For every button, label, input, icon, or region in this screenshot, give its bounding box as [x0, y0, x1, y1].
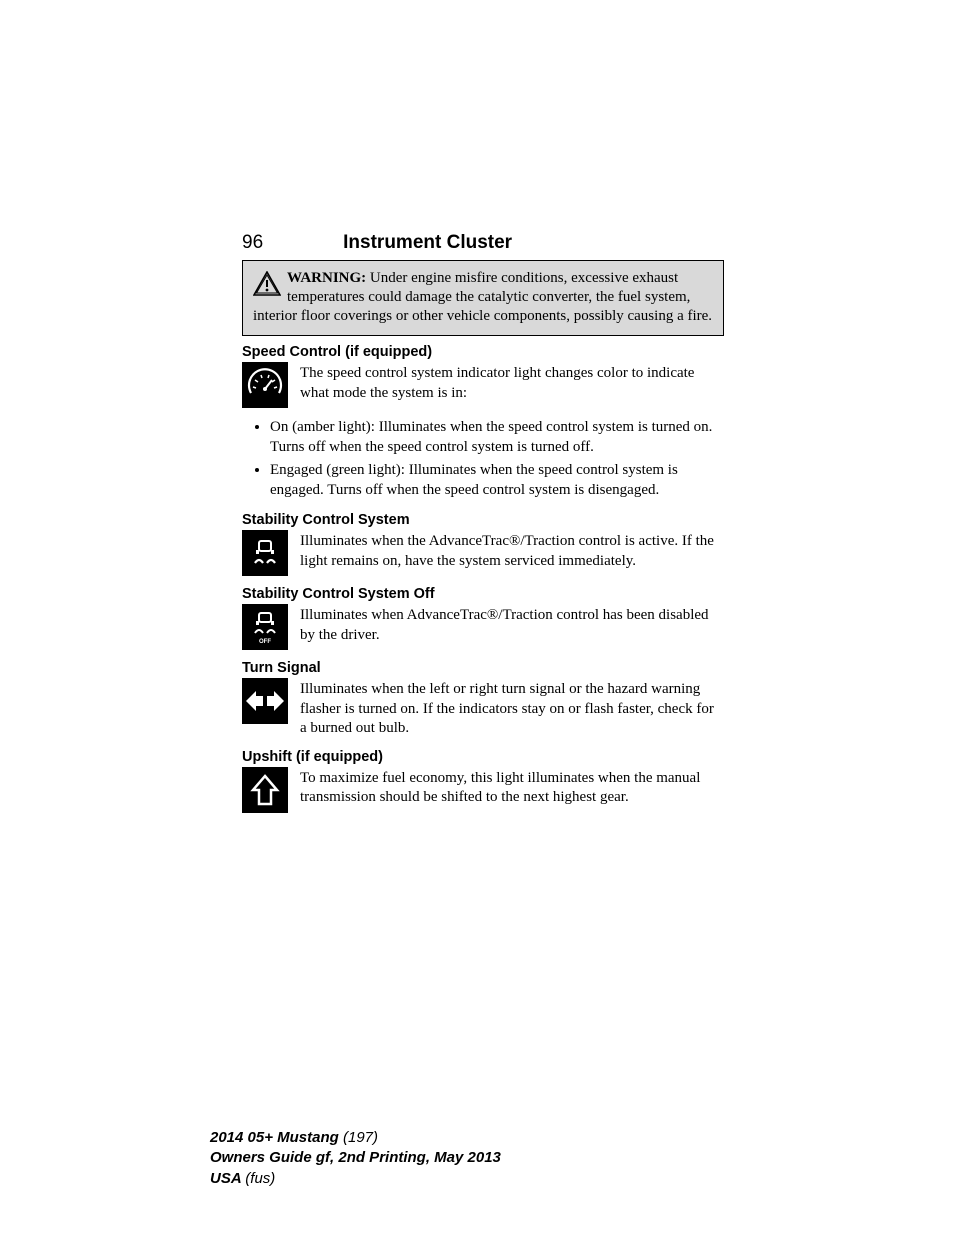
stability-off-block: OFF Illuminates when AdvanceTrac®/Tracti…	[242, 604, 724, 650]
warning-box: WARNING: Under engine misfire conditions…	[242, 260, 724, 336]
page-content: 96 Instrument Cluster WARNING: Under eng…	[0, 0, 954, 813]
speed-control-bullet-engaged: Engaged (green light): Illuminates when …	[270, 461, 724, 500]
speed-control-intro: The speed control system indicator light…	[300, 362, 724, 403]
turn-signal-block: Illuminates when the left or right turn …	[242, 678, 724, 739]
warning-icon	[253, 271, 281, 302]
footer-line1: 2014 05+ Mustang (197)	[210, 1128, 501, 1148]
page-header: 96 Instrument Cluster	[242, 232, 724, 254]
speedometer-icon	[242, 362, 288, 408]
speed-control-block: The speed control system indicator light…	[242, 362, 724, 408]
page-number: 96	[242, 232, 263, 254]
warning-text: WARNING: Under engine misfire conditions…	[253, 270, 712, 324]
footer-line2: Owners Guide gf, 2nd Printing, May 2013	[210, 1148, 501, 1168]
stability-on-block: Illuminates when the AdvanceTrac®/Tracti…	[242, 530, 724, 576]
warning-label: WARNING:	[287, 270, 366, 286]
stability-off-heading: Stability Control System Off	[242, 586, 724, 602]
page-footer: 2014 05+ Mustang (197) Owners Guide gf, …	[210, 1128, 501, 1189]
stability-on-heading: Stability Control System	[242, 512, 724, 528]
upshift-icon	[242, 767, 288, 813]
svg-text:OFF: OFF	[259, 639, 271, 645]
stability-control-off-icon: OFF	[242, 604, 288, 650]
speed-control-bullet-on: On (amber light): Illuminates when the s…	[270, 418, 724, 457]
upshift-text: To maximize fuel economy, this light ill…	[300, 767, 724, 808]
chapter-title: Instrument Cluster	[343, 232, 512, 254]
footer-line3: USA (fus)	[210, 1169, 501, 1189]
upshift-heading: Upshift (if equipped)	[242, 749, 724, 765]
stability-control-icon	[242, 530, 288, 576]
stability-on-text: Illuminates when the AdvanceTrac®/Tracti…	[300, 530, 724, 571]
turn-signal-heading: Turn Signal	[242, 660, 724, 676]
turn-signal-icon	[242, 678, 288, 724]
stability-off-text: Illuminates when AdvanceTrac®/Traction c…	[300, 604, 724, 645]
speed-control-heading: Speed Control (if equipped)	[242, 344, 724, 360]
speed-control-bullets: On (amber light): Illuminates when the s…	[242, 418, 724, 500]
upshift-block: To maximize fuel economy, this light ill…	[242, 767, 724, 813]
turn-signal-text: Illuminates when the left or right turn …	[300, 678, 724, 739]
